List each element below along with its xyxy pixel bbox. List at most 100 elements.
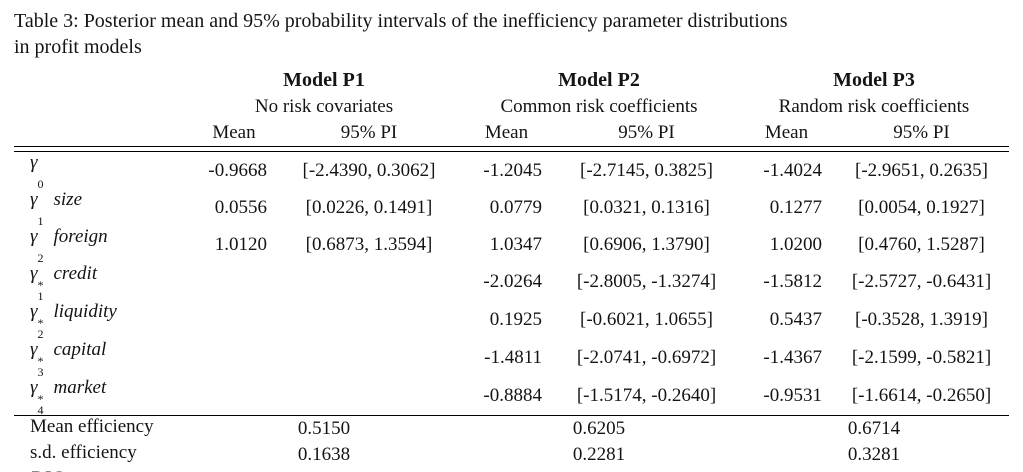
p2-mean-value: -2.0264 — [483, 271, 542, 292]
gamma-sub-sup: * 4 — [37, 392, 48, 417]
gamma-subscript: 2 — [37, 251, 44, 265]
gamma-subscript: 1 — [37, 289, 44, 303]
param-label: γ 2 foreign — [14, 226, 189, 265]
p2-pi-value: [0.0321, 0.1316] — [583, 196, 710, 218]
model-p1-header: Model P1 — [283, 68, 365, 91]
empty-corner-cell — [14, 66, 189, 94]
p1-pi-value — [279, 301, 459, 339]
param-name: liquidity — [53, 301, 117, 322]
gamma-sub-sup: 1 — [37, 204, 48, 228]
p2-mean-value: 1.0347 — [489, 233, 542, 255]
p3-pi-value: [-1.6614, -0.2650] — [834, 377, 1009, 416]
results-table: Model P1 Model P2 Model P3 No risk covar… — [14, 66, 1009, 472]
p3-summary-value: 0.3281 — [847, 443, 901, 465]
param-row-gamma1-size: γ 1 size 0.0556 [0.0226, 0.1491] 0.0779 [0… — [14, 189, 1009, 228]
p1-mean-value — [189, 301, 279, 339]
p1-mean-value — [189, 263, 279, 301]
p1-summary-value: 3168.01 — [189, 468, 459, 472]
p3-mean-value: -1.5812 — [763, 271, 822, 292]
p1-pi-value: [0.0226, 0.1491] — [305, 196, 433, 218]
column-header-row: Mean 95% PI Mean 95% PI Mean 95% PI — [14, 120, 1009, 147]
p3-mean-value: -0.9531 — [739, 377, 834, 416]
p1-mean-value — [189, 339, 279, 377]
model-p2-subtitle: Common risk coefficients — [500, 96, 698, 117]
gamma-subscript: 2 — [37, 327, 44, 341]
param-row-gamma2-foreign: γ 2 foreign 1.0120 [0.6873, 1.3594] 1.0347… — [14, 226, 1009, 265]
param-name: market — [53, 377, 107, 398]
param-row-gamma4star-market: γ * 4 market -0.8884 [-1.5174, -0.2640] -0.… — [14, 377, 1009, 416]
p3-mean-value: 0.5437 — [769, 309, 822, 330]
p3-pi-value: [-2.1599, -0.5821] — [851, 347, 992, 368]
p1-pi-column-header: 95% PI — [279, 120, 459, 147]
p2-summary-value: 2458.10 — [459, 468, 739, 472]
p1-pi-value — [279, 377, 459, 416]
gamma-superscript: * — [37, 278, 44, 292]
p2-mean-column-header: Mean — [459, 120, 554, 147]
param-label: γ * 4 market — [14, 377, 189, 416]
p3-mean-column-header: Mean — [739, 120, 834, 147]
p2-pi-value: [-2.0741, -0.6972] — [576, 347, 717, 368]
summary-label-text: s.d. efficiency — [30, 442, 137, 464]
summary-row-sd-efficiency: s.d. efficiency 0.1638 0.2281 0.3281 — [14, 442, 1009, 468]
param-row-gamma1star-credit: γ * 1 credit -2.0264 [-2.8005, -1.3274] -1.… — [14, 263, 1009, 303]
p2-pi-value: [-1.5174, -0.2640] — [554, 377, 739, 416]
gamma-symbol: γ — [30, 189, 38, 210]
param-label: γ * 1 credit — [14, 263, 189, 303]
gamma-subscript: 1 — [37, 214, 44, 228]
param-name: size — [53, 189, 83, 210]
p3-pi-column-header: 95% PI — [834, 120, 1009, 147]
param-name: capital — [53, 339, 107, 360]
p3-mean-value: 1.0200 — [769, 233, 822, 255]
gamma-subscript: 4 — [37, 403, 44, 417]
p2-mean-value: 0.1925 — [489, 309, 542, 330]
p3-summary-value: 0.6714 — [847, 417, 901, 439]
gamma-sub-sup: * 1 — [37, 278, 48, 303]
p2-mean-value: -1.2045 — [483, 159, 542, 181]
p3-mean-value: -1.4024 — [763, 159, 822, 181]
model-p2-header: Model P2 — [558, 68, 640, 91]
model-p1-subtitle: No risk covariates — [254, 96, 394, 117]
p2-summary-value: 0.6205 — [572, 417, 626, 439]
p2-pi-value: [-2.7145, 0.3825] — [580, 159, 713, 181]
table-caption: Table 3: Posterior mean and 95% probabil… — [14, 8, 1009, 60]
p1-summary-value: 0.5150 — [297, 417, 351, 439]
gamma-sub-sup: 0 — [38, 167, 48, 190]
p1-mean-column-header: Mean — [189, 120, 279, 147]
gamma-sub-sup: 2 — [37, 241, 48, 265]
model-subtitle-row: No risk covariates Common risk coefficie… — [14, 94, 1009, 120]
p3-pi-value: [0.0054, 0.1927] — [858, 196, 985, 218]
empty-cell — [14, 120, 189, 147]
summary-label: DIC3 — [14, 468, 189, 472]
p2-pi-value: [-2.8005, -1.3274] — [576, 271, 717, 292]
p2-mean-value: -0.8884 — [459, 377, 554, 416]
gamma-symbol: γ — [30, 301, 38, 322]
p3-pi-value: [-2.9651, 0.2635] — [855, 159, 988, 181]
p2-summary-value: 0.2281 — [572, 443, 626, 465]
p2-mean-value: -1.4811 — [484, 347, 542, 368]
p3-summary-value: 2360.85 — [739, 468, 1009, 472]
summary-label: Mean efficiency — [14, 416, 189, 442]
p3-pi-value: [-0.3528, 1.3919] — [855, 309, 988, 330]
table-caption-line-2: in profit models — [14, 36, 142, 58]
gamma-sub-sup: * 2 — [37, 316, 48, 341]
param-name: foreign — [53, 226, 108, 247]
gamma-sub-sup: * 3 — [38, 355, 48, 378]
p2-mean-value: 0.0779 — [489, 196, 542, 218]
p3-pi-value: [0.4760, 1.5287] — [858, 233, 985, 255]
p1-mean-value: -0.9668 — [208, 159, 267, 181]
gamma-superscript: * — [37, 316, 44, 330]
gamma-symbol: γ — [30, 263, 38, 284]
gamma-superscript: * — [37, 392, 44, 406]
p3-pi-value: [-2.5727, -0.6431] — [851, 271, 992, 292]
gamma-symbol: γ — [30, 226, 38, 247]
p2-pi-value: [0.6906, 1.3790] — [583, 233, 710, 255]
p2-pi-column-header: 95% PI — [554, 120, 739, 147]
param-row-gamma3star-capital: γ * 3 capital -1.4811 [-2.0741, -0.6972] -1… — [14, 339, 1009, 378]
p1-mean-value: 0.0556 — [214, 196, 267, 218]
p1-pi-value — [279, 263, 459, 301]
p3-mean-value: 0.1277 — [769, 196, 822, 218]
p1-pi-value: [0.6873, 1.3594] — [305, 233, 433, 255]
param-label: γ * 2 liquidity — [14, 301, 189, 341]
